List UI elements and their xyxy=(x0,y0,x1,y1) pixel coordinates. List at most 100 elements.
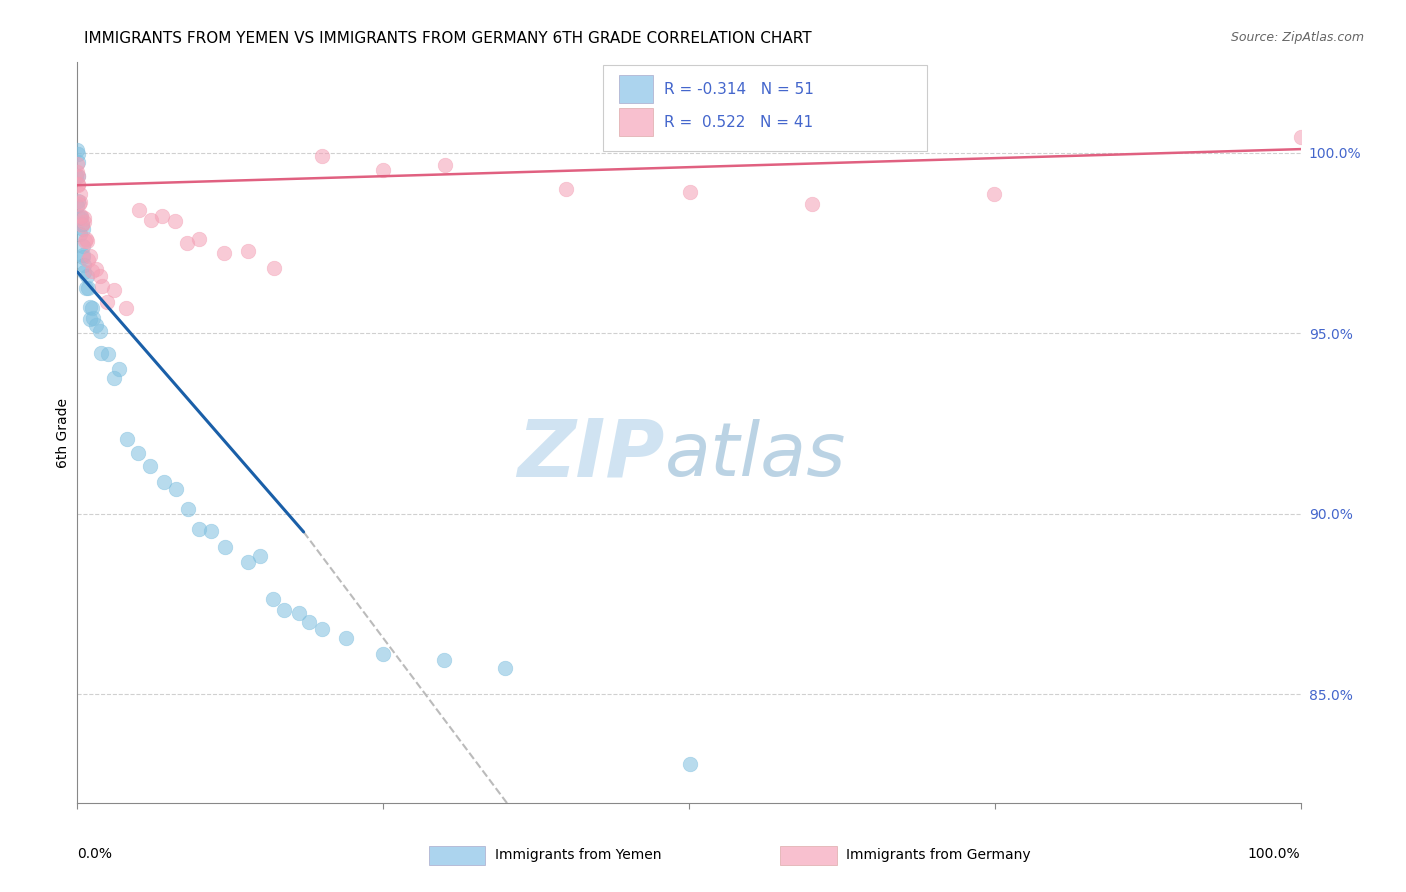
Point xyxy=(72,221,94,235)
Point xyxy=(108,361,131,376)
Point xyxy=(96,295,118,310)
Point xyxy=(66,194,89,209)
Point xyxy=(212,245,235,260)
Point xyxy=(298,615,321,630)
Point xyxy=(165,214,187,228)
Text: ZIP: ZIP xyxy=(517,416,665,494)
Point xyxy=(115,301,138,316)
Point xyxy=(80,301,103,316)
Point xyxy=(69,195,91,210)
Text: Immigrants from Yemen: Immigrants from Yemen xyxy=(495,848,661,863)
Point xyxy=(678,186,700,200)
Point xyxy=(373,647,395,661)
Point xyxy=(555,182,578,196)
Point xyxy=(73,235,96,249)
Point xyxy=(66,165,89,179)
Point xyxy=(103,283,125,297)
Point xyxy=(138,458,160,473)
Point xyxy=(263,261,285,276)
Point xyxy=(89,269,111,284)
Point xyxy=(66,155,89,169)
Point xyxy=(72,239,94,253)
Point xyxy=(214,540,236,554)
Point xyxy=(72,250,94,264)
FancyBboxPatch shape xyxy=(619,108,654,136)
Point xyxy=(80,264,103,278)
Point xyxy=(311,622,333,636)
Text: IMMIGRANTS FROM YEMEN VS IMMIGRANTS FROM GERMANY 6TH GRADE CORRELATION CHART: IMMIGRANTS FROM YEMEN VS IMMIGRANTS FROM… xyxy=(84,31,813,46)
Point xyxy=(188,232,211,246)
Point xyxy=(66,199,89,213)
Point xyxy=(335,632,357,646)
Point xyxy=(69,210,91,224)
Point xyxy=(69,209,91,223)
Text: 100.0%: 100.0% xyxy=(1249,847,1301,861)
Point xyxy=(66,144,89,158)
Point xyxy=(90,346,112,360)
Point xyxy=(262,591,284,606)
Point xyxy=(76,234,98,248)
Point xyxy=(65,169,87,183)
Point xyxy=(84,318,107,332)
Point xyxy=(153,475,176,489)
Point xyxy=(75,281,97,295)
Point xyxy=(89,324,111,338)
Text: R = -0.314   N = 51: R = -0.314 N = 51 xyxy=(665,81,814,96)
Point xyxy=(70,217,93,231)
Point xyxy=(103,370,125,384)
Point xyxy=(1289,130,1312,145)
Point xyxy=(73,265,96,279)
Point xyxy=(66,157,89,171)
Point xyxy=(97,347,120,361)
Point xyxy=(76,281,98,295)
Point xyxy=(79,301,101,315)
Point xyxy=(77,252,100,267)
Text: Source: ZipAtlas.com: Source: ZipAtlas.com xyxy=(1230,31,1364,45)
Point xyxy=(128,203,150,218)
Point xyxy=(433,652,456,666)
FancyBboxPatch shape xyxy=(603,64,928,152)
Text: 0.0%: 0.0% xyxy=(77,847,112,861)
Point xyxy=(90,278,112,293)
Point xyxy=(69,187,91,202)
Point xyxy=(273,603,295,617)
Text: atlas: atlas xyxy=(665,419,846,491)
Point xyxy=(70,219,93,233)
Point xyxy=(73,258,96,272)
Point xyxy=(188,522,211,536)
Point xyxy=(66,178,89,192)
Point xyxy=(287,606,309,620)
Point xyxy=(69,211,91,225)
Point xyxy=(165,482,187,496)
Point xyxy=(73,214,96,228)
Point xyxy=(176,235,198,250)
Point xyxy=(311,149,333,163)
Point xyxy=(150,209,173,223)
Point xyxy=(73,211,96,225)
Point xyxy=(494,661,516,675)
Text: Immigrants from Germany: Immigrants from Germany xyxy=(846,848,1031,863)
Point xyxy=(67,178,90,193)
Point xyxy=(67,169,90,183)
Point xyxy=(84,262,107,277)
Text: R =  0.522   N = 41: R = 0.522 N = 41 xyxy=(665,115,814,130)
Point xyxy=(200,524,222,538)
Point xyxy=(76,268,98,283)
Point xyxy=(373,162,395,177)
Point xyxy=(69,197,91,211)
Y-axis label: 6th Grade: 6th Grade xyxy=(56,398,70,467)
Point xyxy=(433,158,456,172)
Point xyxy=(115,432,138,446)
Point xyxy=(983,187,1005,202)
Point xyxy=(679,756,702,771)
Point xyxy=(79,311,101,326)
Point xyxy=(127,445,149,459)
FancyBboxPatch shape xyxy=(619,75,654,103)
Point xyxy=(69,227,91,241)
Point xyxy=(249,549,271,564)
Point xyxy=(72,248,94,262)
Point xyxy=(800,197,823,211)
Point xyxy=(75,232,97,246)
Point xyxy=(238,555,260,569)
Point xyxy=(238,244,260,258)
